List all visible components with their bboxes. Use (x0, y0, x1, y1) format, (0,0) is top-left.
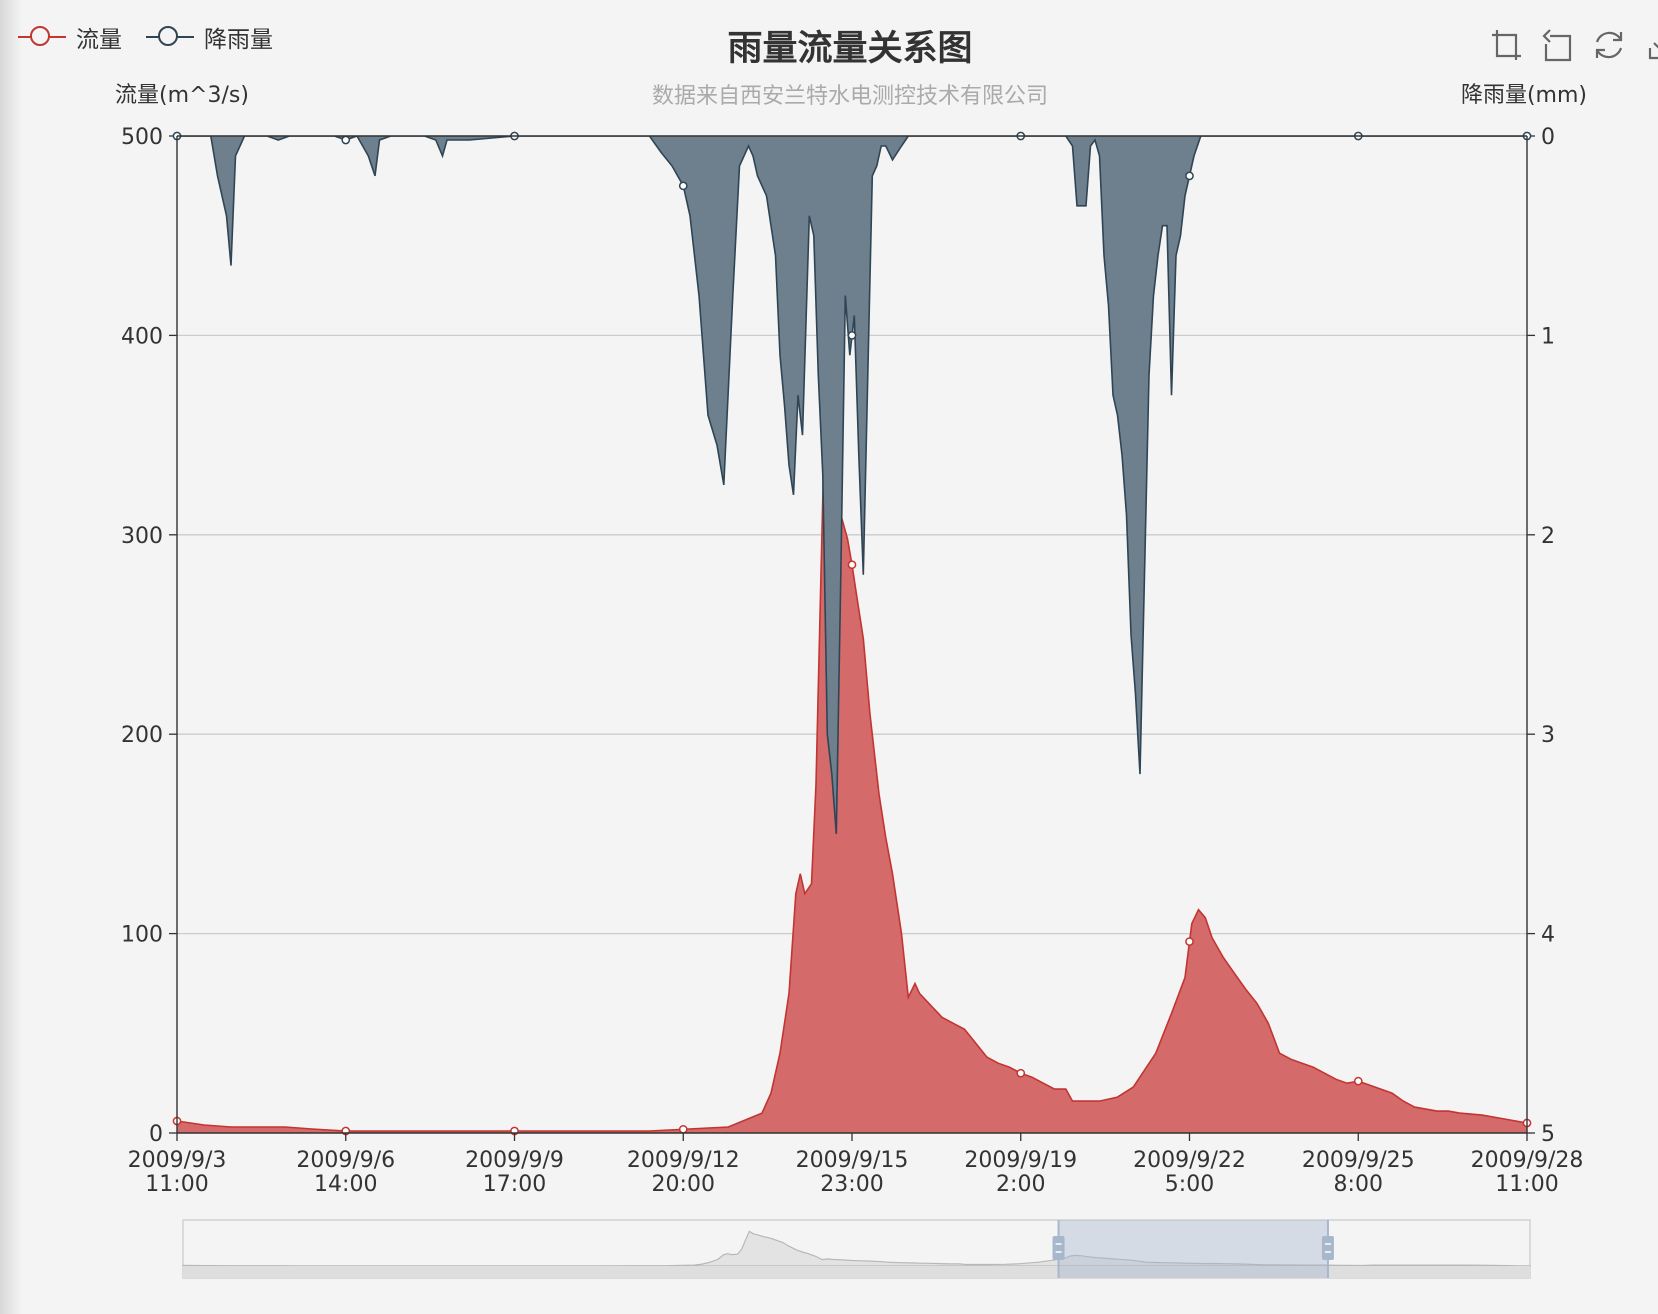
x-tick-label-date: 2009/9/22 (1133, 1148, 1246, 1173)
datazoom-handle-grip (1052, 1236, 1065, 1260)
y-right-axis-title: 降雨量(mm) (1461, 83, 1587, 108)
x-tick-label-date: 2009/9/28 (1471, 1148, 1584, 1173)
flow-point (1016, 1068, 1026, 1078)
flow-point (1353, 1076, 1363, 1086)
datazoom-handle-start[interactable] (1052, 1220, 1065, 1278)
legend-item-rainfall[interactable]: 降雨量 (146, 20, 273, 54)
x-tick-label-time: 2:00 (996, 1172, 1045, 1197)
x-tick-label-time: 23:00 (820, 1172, 883, 1197)
restore-icon[interactable] (1592, 26, 1626, 64)
x-tick-label-time: 17:00 (483, 1172, 546, 1197)
y-left-tick-label: 200 (121, 723, 163, 748)
toolbox (1488, 26, 1658, 64)
x-tick-label-time: 5:00 (1165, 1172, 1214, 1197)
rainfall-line (177, 136, 1527, 834)
x-tick-label-date: 2009/9/12 (627, 1148, 740, 1173)
legend-rainfall-label: 降雨量 (204, 27, 273, 53)
datazoom-preview (182, 1230, 1531, 1267)
flow-line (177, 405, 1527, 1132)
x-tick-label-date: 2009/9/6 (296, 1148, 395, 1173)
flow-point (1185, 937, 1194, 946)
y-right-tick-label: 3 (1541, 723, 1555, 748)
rainfall-point (847, 331, 857, 340)
y-right-tick-label: 2 (1541, 524, 1555, 549)
rainfall-area (177, 136, 1527, 834)
y-left-tick-label: 0 (149, 1122, 163, 1147)
legend-item-flow[interactable]: 流量 (18, 20, 122, 54)
y-right-tick-label: 4 (1541, 923, 1555, 948)
y-right-tick-label: 0 (1541, 125, 1555, 150)
x-tick-label-date: 2009/9/19 (964, 1148, 1077, 1173)
legend-rainfall-swatch-icon (146, 24, 194, 50)
flow-area (177, 405, 1527, 1133)
rainfall-point (1185, 171, 1194, 181)
datazoom-handle-grip (1321, 1236, 1334, 1260)
x-tick-label-time: 14:00 (314, 1172, 377, 1197)
y-left-tick-label: 100 (121, 923, 163, 948)
chart-subtitle: 数据来自西安兰特水电测控技术有限公司 (651, 84, 1048, 109)
datazoom-baseline (183, 1266, 1530, 1278)
y-left-tick-label: 500 (121, 125, 163, 150)
legend-flow-label: 流量 (76, 27, 122, 53)
legend: 流量 降雨量 (18, 20, 273, 54)
chart-title: 雨量流量关系图 (727, 29, 973, 69)
x-tick-label-date: 2009/9/3 (128, 1148, 227, 1173)
x-tick-label-date: 2009/9/25 (1302, 1148, 1415, 1173)
legend-flow-swatch-icon (18, 24, 66, 50)
x-tick-label-time: 20:00 (652, 1172, 715, 1197)
y-left-tick-label: 300 (121, 524, 163, 549)
y-left-tick-label: 400 (121, 324, 163, 349)
zoom-select-icon[interactable] (1488, 26, 1522, 64)
flow-point (847, 560, 857, 570)
y-right-tick-label: 5 (1541, 1122, 1555, 1147)
x-tick-label-time: 11:00 (145, 1172, 208, 1197)
datazoom-selection (1058, 1220, 1328, 1278)
x-tick-label-date: 2009/9/9 (465, 1148, 564, 1173)
x-tick-label-time: 8:00 (1334, 1172, 1383, 1197)
flow-point (678, 1124, 688, 1134)
save-image-icon[interactable] (1644, 26, 1658, 64)
zoom-back-icon[interactable] (1540, 26, 1574, 64)
rainfall-point (678, 181, 688, 191)
x-tick-label-date: 2009/9/15 (796, 1148, 909, 1173)
window-edge-shadow (0, 0, 22, 1314)
x-tick-label-time: 11:00 (1495, 1172, 1558, 1197)
y-left-axis-title: 流量(m^3/s) (115, 83, 249, 108)
datazoom-handle-end[interactable] (1321, 1220, 1334, 1278)
y-right-tick-label: 1 (1541, 324, 1555, 349)
rainfall-point (341, 135, 351, 145)
